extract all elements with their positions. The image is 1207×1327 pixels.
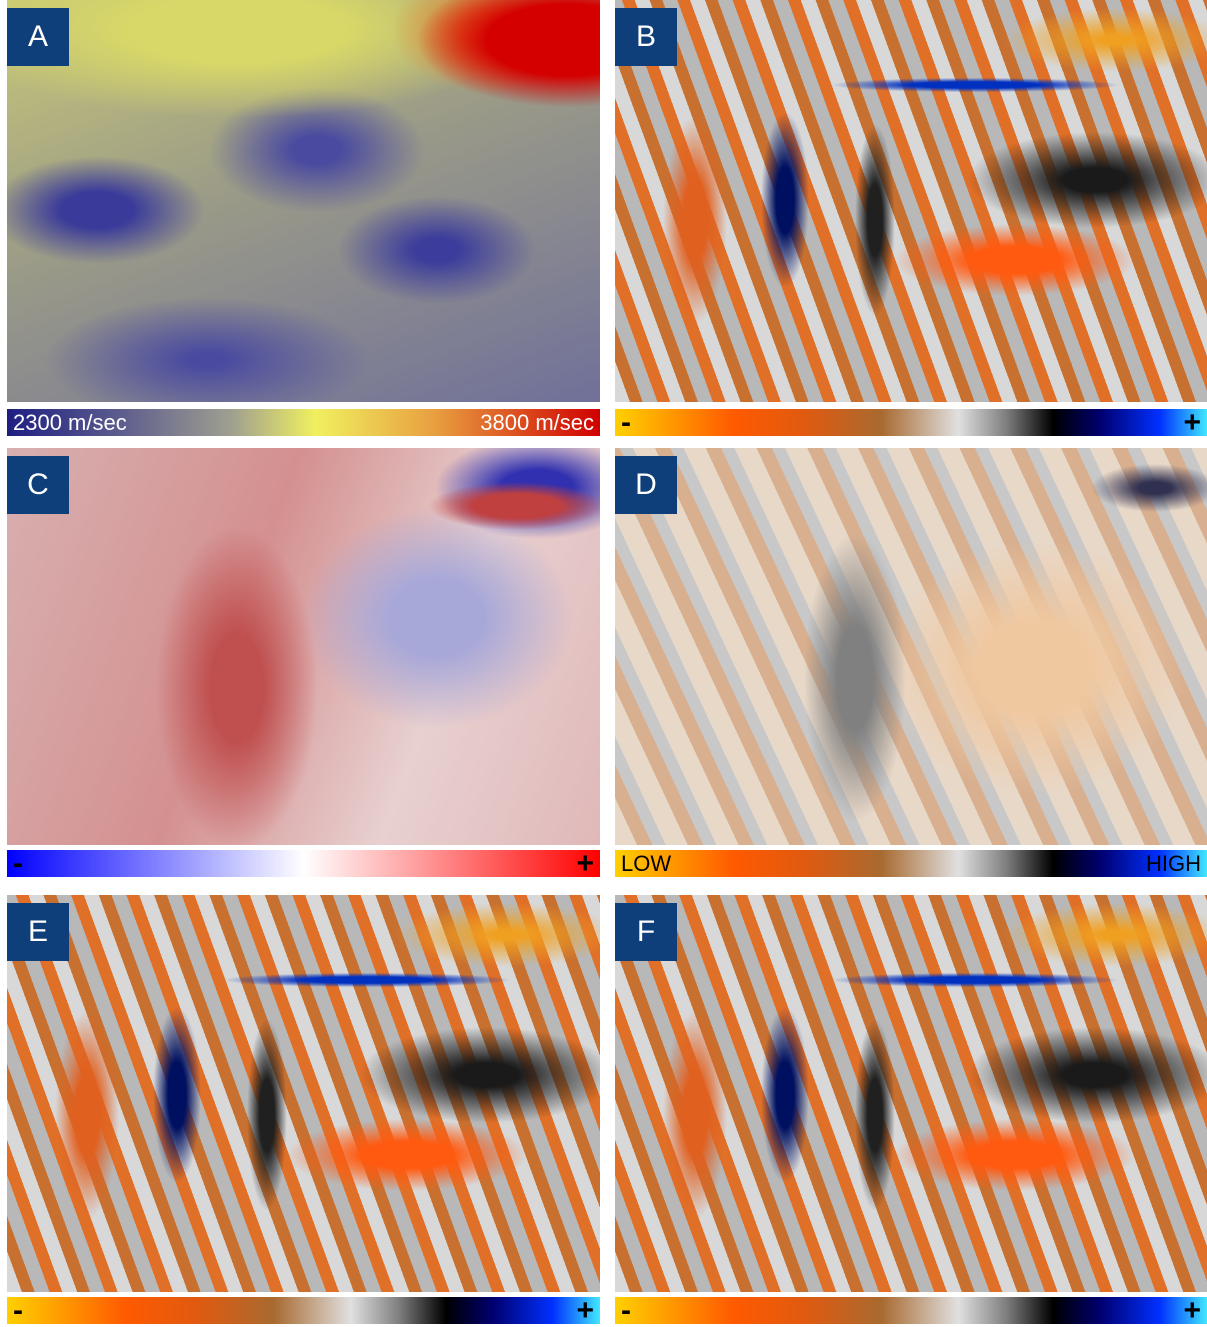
colorbar-max: HIGH: [1146, 853, 1201, 875]
colorbar: -+: [615, 409, 1207, 436]
attribute-map: E: [7, 895, 600, 1292]
colorbar-min: -: [13, 849, 23, 879]
attribute-map: F: [615, 895, 1207, 1292]
colorbar-max: +: [576, 1296, 594, 1326]
panel-label: D: [615, 456, 677, 514]
colorbar-max: +: [1183, 408, 1201, 438]
colorbar-max: +: [576, 849, 594, 879]
figure: A 2300 m/sec3800 m/sec B -+ C -+ D LOWHI…: [0, 0, 1207, 1324]
colorbar-min: -: [621, 408, 631, 438]
colorbar: -+: [7, 1297, 600, 1324]
colorbar: 2300 m/sec 3800 m/sec: [7, 409, 600, 436]
colorbar: LOW HIGH: [615, 850, 1207, 877]
panel-label: B: [615, 8, 677, 66]
colorbar-max: +: [1183, 1296, 1201, 1326]
colorbar-min: LOW: [621, 853, 671, 875]
panel-label: F: [615, 903, 677, 961]
attribute-map: B: [615, 0, 1207, 402]
colorbar: -+: [7, 850, 600, 877]
colorbar-min: -: [13, 1296, 23, 1326]
panel-label: C: [7, 456, 69, 514]
attribute-map: C: [7, 448, 600, 845]
colorbar: -+: [615, 1297, 1207, 1324]
attribute-map: D: [615, 448, 1207, 845]
colorbar-min: -: [621, 1296, 631, 1326]
colorbar-min: 2300 m/sec: [13, 412, 127, 434]
panel-label: E: [7, 903, 69, 961]
colorbar-max: 3800 m/sec: [480, 412, 594, 434]
velocity-map: A: [7, 0, 600, 402]
panel-label: A: [7, 8, 69, 66]
